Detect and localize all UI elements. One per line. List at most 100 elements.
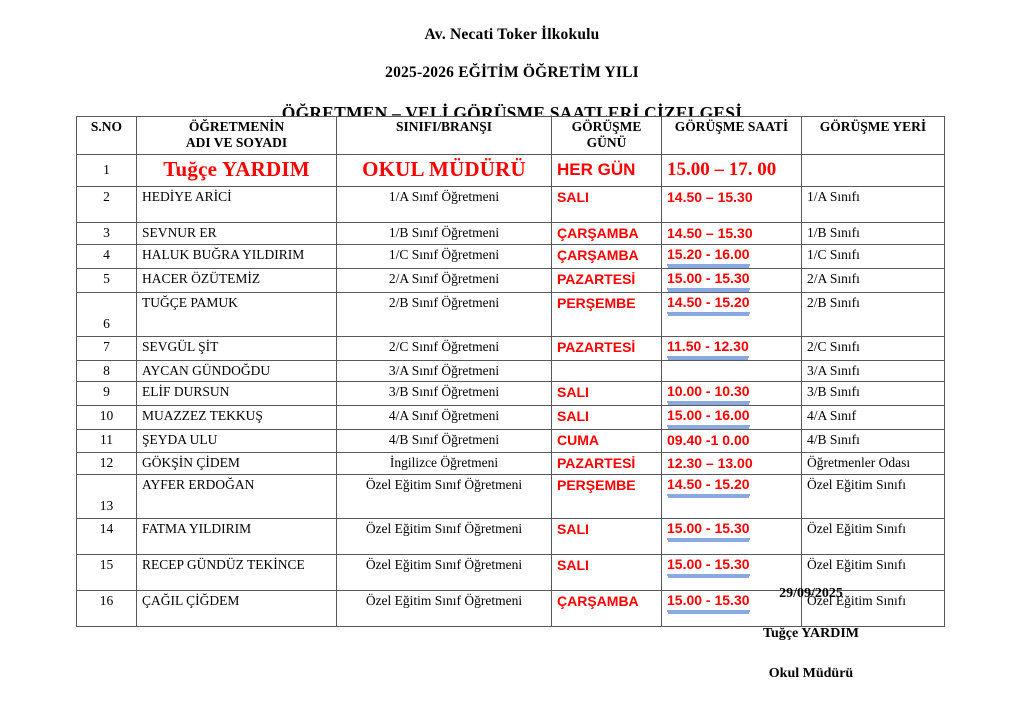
cell-teacher-name: ÇAĞIL ÇİĞDEM (136, 590, 337, 628)
time-underline-mark: 14.50 - 15.20 (667, 294, 750, 314)
meeting-time-text: 14.50 - 15.20 (667, 294, 750, 311)
column-header-no: S.NO (76, 116, 137, 155)
cell-meeting-place: Özel Eğitim Sınıfı (801, 474, 945, 520)
time-underline-mark: 15.00 - 15.30 (667, 520, 750, 540)
cell-meeting-time: 15.00 – 17. 00 (661, 153, 802, 187)
cell-meeting-day: PAZARTESİ (551, 268, 662, 294)
table-header-row: S.NO ÖĞRETMENİN ADI VE SOYADI SINIFI/BRA… (76, 116, 945, 155)
cell-meeting-day: PERŞEMBE (551, 292, 662, 338)
cell-teacher-name: GÖKŞİN ÇİDEM (136, 451, 337, 476)
cell-meeting-place: Özel Eğitim Sınıfı (801, 518, 945, 556)
meeting-time-text: 14.50 - 15.20 (667, 476, 750, 493)
time-underline-mark: 14.50 - 15.20 (667, 476, 750, 496)
cell-teacher-name: HALUK BUĞRA YILDIRIM (136, 244, 337, 270)
cell-row-number: 1 (76, 153, 137, 187)
cell-row-number: 10 (76, 405, 137, 431)
signature-block: 29/09/2025 Tuğçe YARDIM Okul Müdürü (646, 586, 976, 682)
school-name: Av. Necati Toker İlkokulu (424, 26, 600, 43)
cell-meeting-place: 3/A Sınıfı (801, 359, 945, 383)
meeting-time-text: 15.00 - 15.30 (667, 556, 750, 573)
cell-row-number: 2 (76, 185, 137, 223)
time-underline-mark: 15.00 - 16.00 (667, 407, 750, 428)
meeting-day-text: PAZARTESİ (557, 271, 636, 288)
cell-meeting-time: 14.50 – 15.30 (661, 185, 802, 223)
cell-meeting-time: 15.00 - 16.00 (661, 405, 802, 431)
cell-class-branch: 4/B Sınıf Öğretmeni (336, 429, 552, 453)
meeting-time-text: 15.00 - 15.30 (667, 270, 750, 287)
cell-class-branch: 2/B Sınıf Öğretmeni (336, 292, 552, 338)
cell-teacher-name: MUAZZEZ TEKKUŞ (136, 405, 337, 431)
table-row: 3 SEVNUR ER 1/B Sınıf Öğretmeni ÇARŞAMBA 14.… (76, 221, 945, 246)
cell-meeting-day: ÇARŞAMBA (551, 244, 662, 270)
meeting-day-text: ÇARŞAMBA (557, 224, 639, 241)
column-header-class-label: SINIFI/BRANŞI (395, 119, 493, 134)
cell-meeting-time: 15.00 - 15.30 (661, 268, 802, 294)
meeting-day-text: ÇARŞAMBA (557, 593, 639, 610)
cell-teacher-name: ŞEYDA ULU (136, 429, 337, 453)
cell-class-branch: 4/A Sınıf Öğretmeni (336, 405, 552, 431)
column-header-day: GÖRÜŞME GÜNÜ (551, 116, 662, 155)
schedule-table: S.NO ÖĞRETMENİN ADI VE SOYADI SINIFI/BRA… (76, 116, 945, 628)
time-underline-mark: 15.00 - 15.30 (667, 270, 750, 291)
column-header-time-label: GÖRÜŞME SAATİ (674, 119, 789, 134)
column-header-name: ÖĞRETMENİN ADI VE SOYADI (136, 116, 337, 155)
meeting-day-text: HER GÜN (557, 159, 636, 179)
cell-meeting-time: 14.50 – 15.30 (661, 221, 802, 246)
time-underline-mark: 11.50 - 12.30 (667, 338, 749, 358)
cell-teacher-name: SEVGÜL ŞİT (136, 336, 337, 361)
meeting-day-text: SALI (557, 408, 589, 425)
table-row: 2 HEDİYE ARİCİ 1/A Sınıf Öğretmeni SALI 14.5… (76, 185, 945, 223)
cell-teacher-name: HACER ÖZÜTEMİZ (136, 268, 337, 294)
cell-row-number: 11 (76, 429, 137, 453)
cell-meeting-time: 11.50 - 12.30 (661, 336, 802, 361)
table-row: 8 AYCAN GÜNDOĞDU 3/A Sınıf Öğretmeni 3/A Sı… (76, 359, 945, 383)
cell-class-branch: İngilizce Öğretmeni (336, 451, 552, 476)
cell-meeting-day: ÇARŞAMBA (551, 590, 662, 628)
meeting-day-text: SALI (557, 188, 589, 205)
cell-teacher-name: ELİF DURSUN (136, 381, 337, 407)
cell-row-number: 9 (76, 381, 137, 407)
cell-meeting-day: PAZARTESİ (551, 451, 662, 476)
cell-meeting-day: ÇARŞAMBA (551, 221, 662, 246)
table-row: 1 Tuğçe YARDIM OKUL MÜDÜRÜ HER GÜN 15.00 – 1… (76, 153, 945, 187)
cell-meeting-day: CUMA (551, 429, 662, 453)
cell-teacher-name: FATMA YILDIRIM (136, 518, 337, 556)
cell-meeting-time: 12.30 – 13.00 (661, 451, 802, 476)
cell-teacher-name: AYCAN GÜNDOĞDU (136, 359, 337, 383)
cell-meeting-day: SALI (551, 185, 662, 223)
cell-meeting-time: 15.20 - 16.00 (661, 244, 802, 270)
academic-year: 2025-2026 EĞİTİM ÖĞRETİM YILI (385, 64, 639, 81)
cell-row-number: 6 (76, 292, 137, 338)
cell-row-number: 3 (76, 221, 137, 246)
table-row: 13 AYFER ERDOĞAN Özel Eğitim Sınıf Öğretme… (76, 474, 945, 520)
cell-meeting-time: 14.50 - 15.20 (661, 292, 802, 338)
cell-meeting-place: 1/C Sınıfı (801, 244, 945, 270)
cell-class-branch: 3/A Sınıf Öğretmeni (336, 359, 552, 383)
cell-class-branch: 1/C Sınıf Öğretmeni (336, 244, 552, 270)
cell-class-branch: 2/A Sınıf Öğretmeni (336, 268, 552, 294)
cell-class-branch: 2/C Sınıf Öğretmeni (336, 336, 552, 361)
table-row: 14 FATMA YILDIRIM Özel Eğitim Sınıf Öğretm… (76, 518, 945, 556)
cell-class-branch: OKUL MÜDÜRÜ (336, 153, 552, 187)
schedule-table-container: S.NO ÖĞRETMENİN ADI VE SOYADI SINIFI/BRA… (76, 116, 945, 628)
cell-class-branch: Özel Eğitim Sınıf Öğretmeni (336, 474, 552, 520)
cell-meeting-time: 15.00 - 15.30 (661, 554, 802, 592)
table-row: 12 GÖKŞİN ÇİDEM İngilizce Öğretmeni PAZARTE… (76, 451, 945, 476)
signature-role: Okul Müdürü (768, 666, 854, 681)
cell-meeting-time: 10.00 - 10.30 (661, 381, 802, 407)
meeting-time-text: 15.00 - 16.00 (667, 407, 750, 424)
time-underline-mark: 15.20 - 16.00 (667, 247, 750, 267)
cell-row-number: 14 (76, 518, 137, 556)
table-body: 1 Tuğçe YARDIM OKUL MÜDÜRÜ HER GÜN 15.00 – 1… (76, 153, 945, 628)
meeting-day-text: PAZARTESİ (557, 339, 636, 356)
column-header-place: GÖRÜŞME YERİ (801, 116, 945, 155)
cell-meeting-day: HER GÜN (551, 153, 662, 187)
column-header-class: SINIFI/BRANŞI (336, 116, 552, 155)
cell-teacher-name: SEVNUR ER (136, 221, 337, 246)
column-header-place-label: GÖRÜŞME YERİ (819, 119, 927, 134)
column-header-name-label: ÖĞRETMENİN (188, 119, 285, 134)
meeting-time-text: 10.00 - 10.30 (667, 383, 750, 400)
meeting-day-text: ÇARŞAMBA (557, 247, 639, 264)
table-row: 16 ÇAĞIL ÇİĞDEM Özel Eğitim Sınıf Öğretmen… (76, 590, 945, 628)
